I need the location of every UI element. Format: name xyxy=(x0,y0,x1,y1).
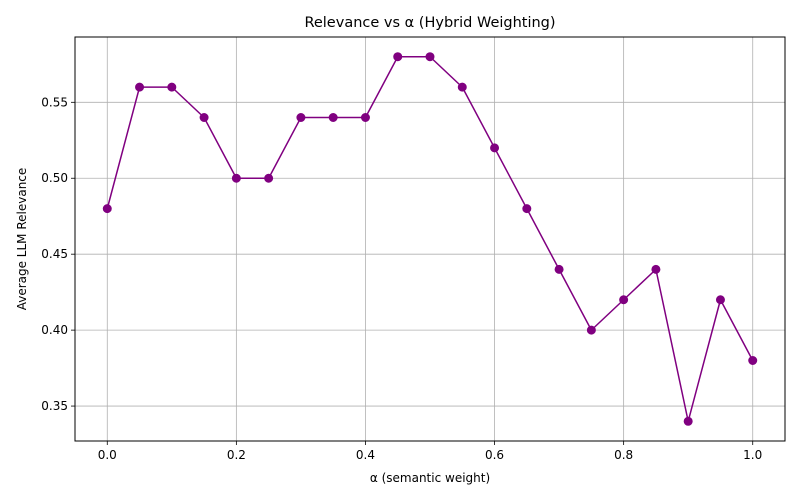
y-axis-ticks: 0.35 0.40 0.45 0.50 0.55 xyxy=(41,95,75,413)
y-tick-label: 0.35 xyxy=(41,399,68,413)
data-point xyxy=(651,264,661,274)
data-point xyxy=(683,416,693,426)
x-tick-label: 1.0 xyxy=(743,448,762,462)
data-point xyxy=(102,204,112,214)
plot-frame xyxy=(74,36,786,442)
x-tick-label: 0.8 xyxy=(614,448,633,462)
data-point xyxy=(328,112,338,122)
x-axis-title: α (semantic weight) xyxy=(370,471,490,485)
y-axis-title: Average LLM Relevance xyxy=(15,168,29,311)
data-point xyxy=(167,82,177,92)
data-point xyxy=(296,112,306,122)
data-point xyxy=(425,52,435,62)
data-point xyxy=(490,143,500,153)
data-point xyxy=(199,112,209,122)
x-axis-ticks: 0.0 0.2 0.4 0.6 0.8 1.0 xyxy=(98,441,762,462)
chart-title: Relevance vs α (Hybrid Weighting) xyxy=(304,15,555,31)
y-tick-label: 0.55 xyxy=(41,95,68,109)
y-tick-label: 0.50 xyxy=(41,171,68,185)
data-point xyxy=(360,112,370,122)
data-point xyxy=(393,52,403,62)
data-point xyxy=(264,173,274,183)
grid xyxy=(75,37,785,441)
data-point xyxy=(748,356,758,366)
x-tick-label: 0.0 xyxy=(98,448,117,462)
y-tick-label: 0.45 xyxy=(41,247,68,261)
y-tick-label: 0.40 xyxy=(41,323,68,337)
x-tick-label: 0.6 xyxy=(485,448,504,462)
x-tick-label: 0.4 xyxy=(356,448,375,462)
data-point xyxy=(715,295,725,305)
series-markers-group xyxy=(102,52,758,426)
data-point xyxy=(619,295,629,305)
data-point xyxy=(135,82,145,92)
data-point xyxy=(231,173,241,183)
x-tick-label: 0.2 xyxy=(227,448,246,462)
data-point xyxy=(554,264,564,274)
data-point xyxy=(522,204,532,214)
data-point xyxy=(457,82,467,92)
data-point xyxy=(586,325,596,335)
